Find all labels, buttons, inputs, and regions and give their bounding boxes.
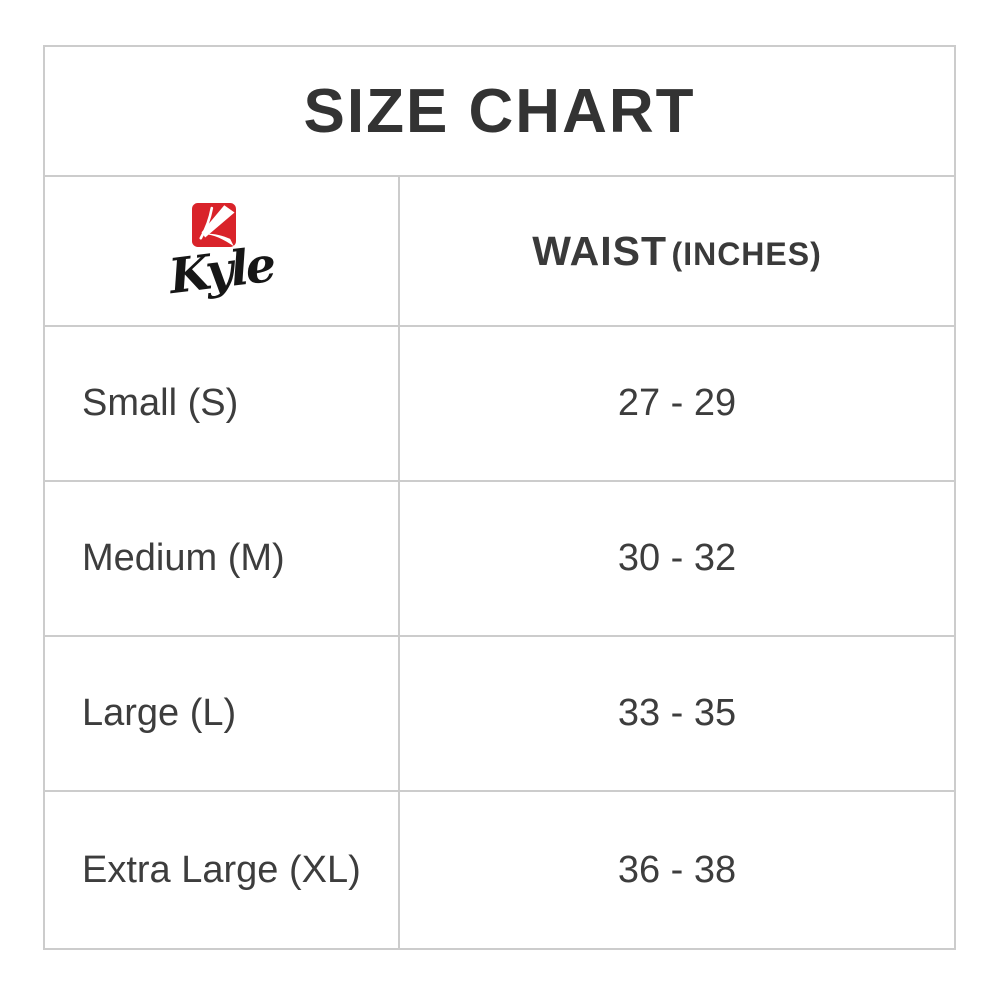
- waist-header-sub: (INCHES): [671, 235, 822, 272]
- table-row-large: Large (L) 33 - 35: [43, 635, 956, 792]
- waist-value: 30 - 32: [398, 480, 956, 637]
- size-chart-table: SIZE CHART Kyle WAIST (INCHES): [43, 45, 956, 950]
- waist-column-header: WAIST (INCHES): [398, 175, 956, 327]
- header-row: Kyle WAIST (INCHES): [43, 175, 956, 327]
- brand-logo: Kyle: [166, 203, 277, 305]
- table-row-medium: Medium (M) 30 - 32: [43, 480, 956, 637]
- waist-header-main: WAIST: [532, 227, 668, 274]
- page-title: SIZE CHART: [303, 76, 696, 146]
- waist-value: 36 - 38: [398, 790, 956, 950]
- size-label: Small (S): [43, 325, 400, 482]
- table-row-extra-large: Extra Large (XL) 36 - 38: [43, 790, 956, 950]
- brand-signature: Kyle: [166, 236, 277, 306]
- brand-logo-cell: Kyle: [43, 175, 400, 327]
- waist-value: 33 - 35: [398, 635, 956, 792]
- size-label: Extra Large (XL): [43, 790, 400, 950]
- waist-value: 27 - 29: [398, 325, 956, 482]
- title-row: SIZE CHART: [43, 45, 956, 177]
- kyle-k-badge-icon: [192, 203, 237, 247]
- size-label: Medium (M): [43, 480, 400, 637]
- table-row-small: Small (S) 27 - 29: [43, 325, 956, 482]
- size-label: Large (L): [43, 635, 400, 792]
